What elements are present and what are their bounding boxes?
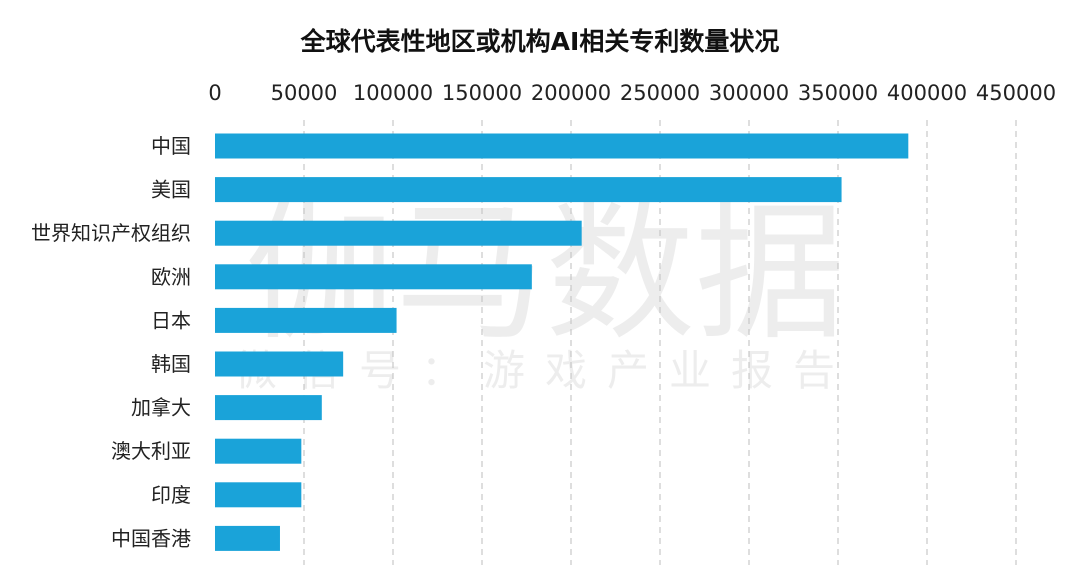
chart-title: 全球代表性地区或机构AI相关专利数量状况 [300, 27, 780, 56]
bar-4 [215, 307, 397, 333]
bar-6 [215, 395, 322, 421]
x-tick-label-300000: 300000 [709, 81, 789, 105]
x-tick-label-0: 0 [208, 81, 221, 105]
bar-8 [215, 482, 302, 508]
bar-5 [215, 351, 344, 377]
x-tick-label-450000: 450000 [976, 81, 1056, 105]
bar-1 [215, 177, 842, 203]
category-label-2: 世界知识产权组织 [31, 221, 191, 245]
x-tick-label-100000: 100000 [353, 81, 433, 105]
x-tick-label-350000: 350000 [798, 81, 878, 105]
category-label-7: 澳大利亚 [111, 439, 191, 463]
category-label-6: 加拿大 [131, 396, 191, 420]
x-tick-label-250000: 250000 [620, 81, 700, 105]
x-tick-label-50000: 50000 [271, 81, 338, 105]
bar-9 [215, 525, 280, 551]
x-axis: 0 50000 100000 150000 200000 250000 300000 3500… [208, 81, 1056, 105]
category-label-9: 中国香港 [111, 526, 191, 550]
bar-3 [215, 264, 532, 290]
category-label-0: 中国 [151, 134, 191, 158]
bars [215, 133, 909, 551]
x-tick-label-200000: 200000 [531, 81, 611, 105]
x-tick-label-150000: 150000 [442, 81, 522, 105]
category-label-8: 印度 [151, 483, 191, 507]
bar-2 [215, 220, 582, 246]
grid [303, 120, 1017, 565]
category-label-1: 美国 [151, 178, 191, 202]
category-label-3: 欧洲 [151, 265, 191, 289]
category-label-4: 日本 [151, 308, 191, 332]
bar-7 [215, 438, 302, 464]
x-tick-label-400000: 400000 [887, 81, 967, 105]
bar-0 [215, 133, 909, 159]
category-label-5: 韩国 [151, 352, 191, 376]
